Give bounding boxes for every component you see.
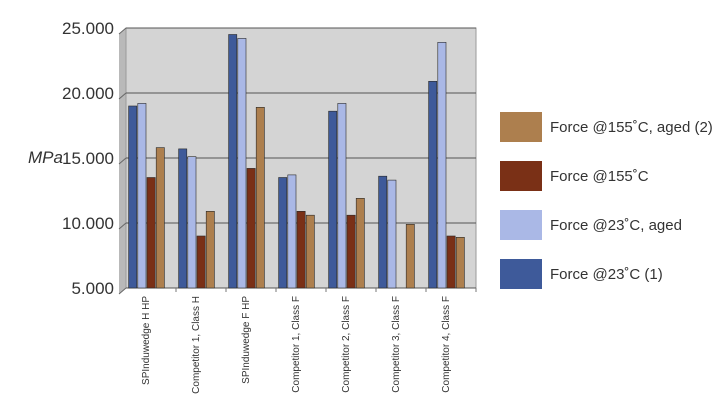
x-tick-label: Competitor 1, Class F: [291, 296, 302, 393]
bar: [328, 110, 338, 289]
bar: [246, 168, 256, 289]
x-tick-label: Competitor 1, Class H: [191, 296, 202, 394]
y-axis-label: MPa: [28, 148, 63, 167]
legend-label: Force @155˚C: [550, 168, 649, 185]
bar: [355, 198, 365, 289]
y-tick-label: 25.000: [62, 19, 114, 38]
legend-label: Force @23˚C (1): [550, 266, 663, 283]
bar: [237, 38, 247, 289]
y-tick-label: 20.000: [62, 84, 114, 103]
bar: [137, 103, 147, 289]
bar: [146, 177, 156, 289]
x-tick-label: Competitor 2, Class F: [341, 296, 352, 393]
gridline-wall: [118, 222, 127, 230]
bar: [378, 175, 388, 289]
y-tick-label: 15.000: [62, 149, 114, 168]
gridline-wall: [118, 27, 127, 35]
bar: [446, 235, 456, 289]
legend-label: Force @23˚C, aged: [550, 217, 682, 234]
bar: [228, 34, 238, 289]
legend-swatch: [500, 112, 542, 142]
x-tick-label: SPInduwedge H HP: [141, 296, 152, 385]
legend-label: Force @155˚C, aged (2): [550, 119, 713, 136]
bar: [287, 174, 297, 289]
bar: [428, 81, 438, 289]
bar: [405, 224, 415, 289]
legend-swatch: [500, 259, 542, 289]
bar: [305, 214, 315, 289]
bar: [387, 179, 397, 289]
bar: [155, 147, 165, 289]
bar: [296, 211, 306, 289]
bar: [437, 41, 447, 289]
legend-swatch: [500, 161, 542, 191]
gridline-wall: [118, 287, 127, 295]
bar: [196, 235, 206, 289]
y-tick-label: 5.000: [71, 279, 114, 298]
bar: [255, 107, 265, 289]
bar: [178, 148, 188, 289]
x-tick-label: SPInduwedge F HP: [241, 296, 252, 384]
bar: [128, 105, 138, 289]
bar: [187, 156, 197, 289]
x-tick-label: Competitor 3, Class F: [391, 296, 402, 393]
bar: [278, 177, 288, 289]
bar: [205, 211, 215, 289]
gridline-wall: [118, 92, 127, 100]
x-tick-label: Competitor 4, Class F: [441, 296, 452, 393]
bar: [346, 214, 356, 289]
y-tick-label: 10.000: [62, 214, 114, 233]
gridline-wall: [118, 157, 127, 165]
legend-swatch: [500, 210, 542, 240]
bar: [337, 103, 347, 289]
bar: [455, 237, 465, 289]
